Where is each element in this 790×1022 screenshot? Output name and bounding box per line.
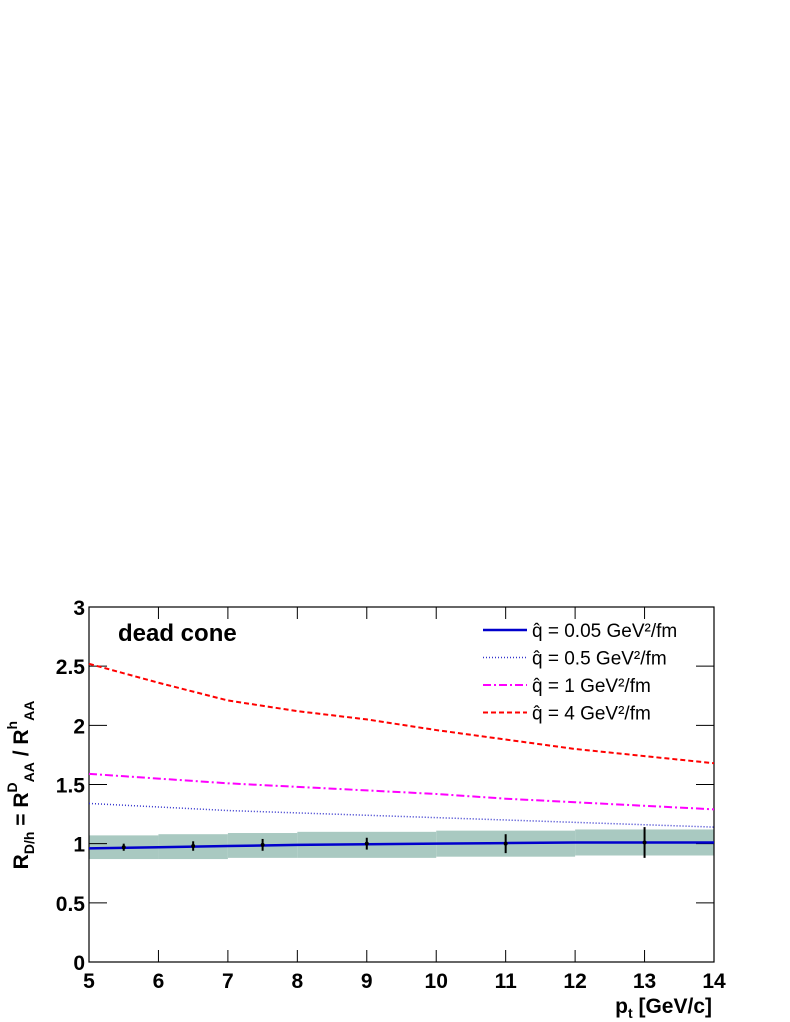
- legend-label: q̂ = 4 GeV²/fm: [532, 704, 651, 725]
- series-line: [88, 772, 715, 811]
- data-point: [121, 845, 126, 850]
- x-tick-label: 8: [291, 970, 303, 993]
- x-label-main: p: [615, 995, 628, 1018]
- y-label-part: D: [4, 782, 20, 792]
- legend-label: q̂ = 0.05 GeV²/fm: [532, 621, 677, 642]
- data-point: [191, 844, 196, 849]
- y-axis-label: RD/h = RDAA / RhAA: [4, 701, 37, 870]
- x-tick-label: 11: [495, 970, 518, 993]
- series-line: [88, 662, 715, 765]
- x-tick-label: 13: [633, 970, 656, 993]
- y-label-part: / R: [10, 729, 33, 762]
- y-label-part: AA: [21, 701, 37, 721]
- legend-label: q̂ = 0.5 GeV²/fm: [532, 649, 667, 670]
- legend-label: q̂ = 1 GeV²/fm: [532, 676, 651, 697]
- series-line: [88, 802, 715, 828]
- data-point: [260, 842, 265, 847]
- y-label-part: = R: [10, 792, 33, 831]
- x-tick-label: 5: [83, 970, 95, 993]
- y-tick-label: 1.5: [56, 775, 86, 798]
- y-tick-label: 1: [73, 834, 85, 857]
- x-label-sub: t: [628, 1005, 633, 1021]
- x-tick-label: 14: [702, 970, 726, 993]
- y-tick-label: 0.5: [56, 893, 86, 916]
- y-label-part: R: [10, 854, 33, 869]
- x-label-rest: [GeV/c]: [633, 995, 712, 1018]
- y-label-part: D/h: [21, 832, 37, 855]
- x-tick-label: 9: [361, 970, 373, 993]
- data-point: [503, 841, 508, 846]
- y-tick-label: 2.5: [56, 656, 86, 679]
- annotation: dead cone: [118, 620, 237, 647]
- data-point: [642, 840, 647, 845]
- x-tick-label: 12: [563, 970, 586, 993]
- y-label-part: h: [4, 721, 20, 730]
- y-tick-label: 2: [73, 715, 85, 738]
- x-tick-label: 7: [222, 970, 234, 993]
- data-point: [364, 841, 369, 846]
- y-label-part: AA: [21, 762, 37, 782]
- x-axis-label: pt [GeV/c]: [615, 995, 712, 1021]
- x-tick-label: 10: [425, 970, 448, 993]
- y-tick-label: 0: [73, 952, 85, 975]
- y-tick-label: 3: [73, 597, 85, 620]
- x-tick-label: 6: [153, 970, 165, 993]
